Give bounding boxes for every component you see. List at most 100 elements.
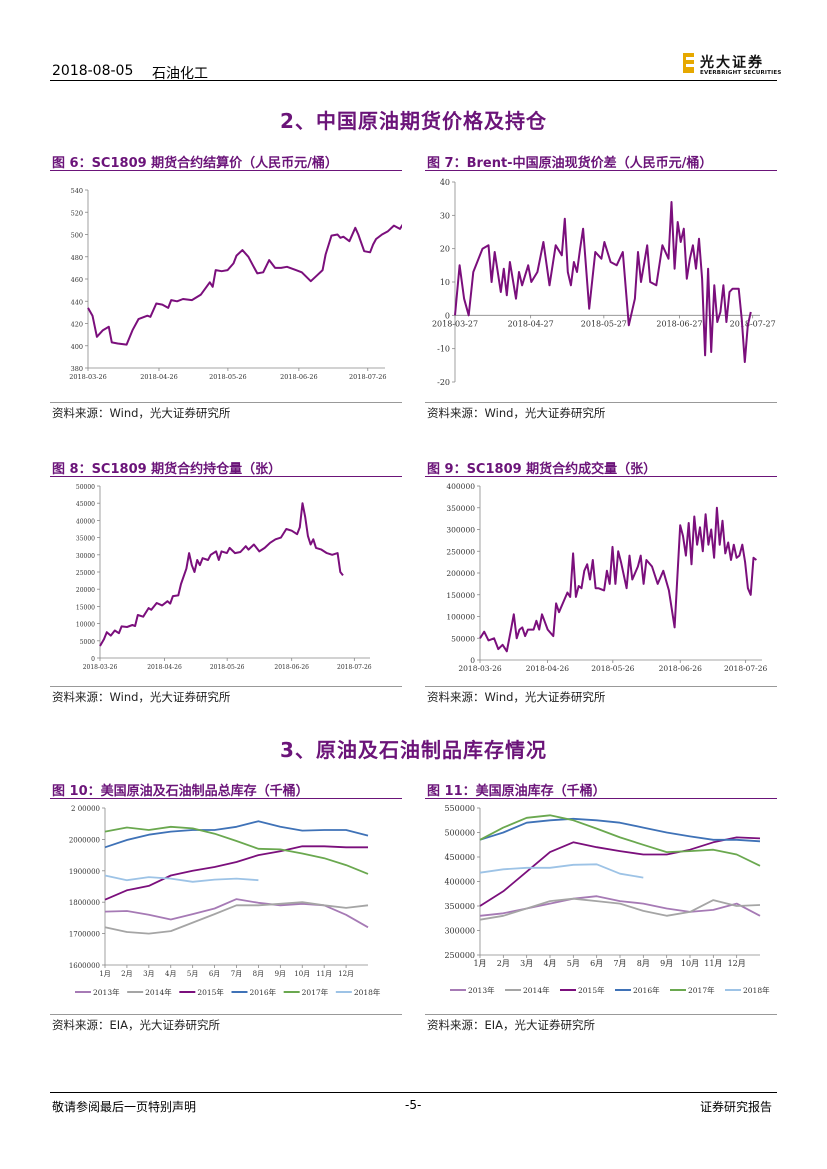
y-tick-label: 460 (71, 276, 83, 284)
x-tick-label: 3月 (143, 970, 154, 978)
x-tick-label: 2018-04-27 (508, 319, 554, 328)
x-tick-label: 2018-06-26 (659, 664, 702, 673)
y-tick-label: 2 00000 (71, 805, 100, 813)
footer-report-type: 证券研究报告 (700, 1100, 773, 1114)
x-tick-label: 12月 (728, 959, 746, 968)
x-tick-label: 2018-05-26 (591, 664, 634, 673)
y-tick-label: 400000 (444, 878, 475, 887)
report-sector: 石油化工 (152, 66, 208, 82)
figure-source-8: 资料来源：Wind，光大证券研究所 (52, 690, 231, 704)
legend-label: 2013年 (468, 985, 495, 995)
source-rule (425, 1014, 777, 1015)
y-tick-label: 20000 (76, 587, 95, 594)
chart-fig6: 380 400 420 440 460 480 500 520 540 2018-03-26 201… (69, 187, 402, 381)
x-tick-label: 2018-04-26 (140, 373, 177, 381)
x-tick-label: 11月 (704, 959, 722, 968)
y-tick-label: 400000 (446, 482, 475, 491)
x-tick-label: 6月 (590, 959, 603, 968)
y-tick-label: 50000 (76, 484, 95, 491)
y-tick-label: 350000 (444, 902, 475, 911)
figure-source-7: 资料来源：Wind，光大证券研究所 (427, 406, 606, 420)
x-tick-label: 6月 (209, 970, 220, 978)
x-tick-label: 2018-05-26 (209, 373, 246, 381)
series-line-2018年 (479, 863, 644, 879)
figure-source-6: 资料来源：Wind，光大证券研究所 (52, 406, 231, 420)
y-tick-label: 250000 (446, 547, 475, 556)
logo-text-en: EVERBRIGHT SECURITIES (700, 70, 782, 76)
source-rule (425, 686, 777, 687)
y-tick-label: 40000 (76, 518, 95, 525)
y-tick-label: 15000 (76, 604, 95, 611)
y-tick-label: 35000 (76, 536, 95, 543)
x-tick-label: 12月 (338, 970, 354, 978)
y-tick-label: 500 (71, 232, 83, 240)
x-tick-label: 10月 (294, 970, 310, 978)
legend-label: 2018年 (743, 985, 770, 995)
footer-rule (50, 1092, 777, 1093)
x-tick-label: 1月 (99, 970, 110, 978)
x-tick-label: 2018-04-26 (526, 664, 569, 673)
x-tick-label: 2018-05-27 (581, 319, 627, 328)
y-tick-label: 1600000 (69, 962, 100, 970)
x-tick-label: 2018-03-27 (432, 319, 478, 328)
y-tick-label: 1700000 (69, 931, 100, 939)
legend-label: 2013年 (93, 987, 120, 997)
series-line-2014年 (104, 901, 369, 935)
x-tick-label: 2018-06-26 (280, 373, 317, 381)
x-tick-label: 5月 (567, 959, 580, 968)
logo-mark (683, 53, 694, 73)
section-title-2: 2、中国原油期货价格及持仓 (280, 109, 547, 133)
x-tick-label: 2018-06-26 (274, 664, 309, 671)
x-tick-label: 2018-07-26 (349, 373, 386, 381)
y-tick-label: 100000 (446, 613, 475, 622)
x-tick-label: 8月 (253, 970, 264, 978)
x-tick-label: 2018-03-26 (69, 373, 106, 381)
y-tick-label: 300000 (446, 526, 475, 535)
x-tick-label: 5月 (187, 970, 198, 978)
series-line-持仓量 (99, 502, 344, 647)
legend-label: 2016年 (633, 985, 660, 995)
report-date: 2018-08-05 (52, 63, 134, 79)
x-tick-label: 2月 (121, 970, 132, 978)
figure-title-11: 图 11：美国原油库存（千桶） (427, 784, 606, 799)
series-line-2013年 (479, 895, 761, 917)
x-tick-label: 2018-04-26 (147, 664, 182, 671)
legend-label: 2015年 (197, 987, 224, 997)
figure-title-7: 图 7：Brent-中国原油现货价差（人民币元/桶） (427, 156, 713, 171)
legend-label: 2014年 (523, 985, 550, 995)
figure-source-9: 资料来源：Wind，光大证券研究所 (427, 690, 606, 704)
chart-fig8: 0 5000 10000 15000 20000 25000 30000 35000 40000… (76, 484, 372, 671)
x-tick-label: 9月 (660, 959, 673, 968)
section-title-3: 3、原油及石油制品库存情况 (280, 738, 547, 762)
y-tick-label: 30000 (76, 553, 95, 560)
y-tick-label: 0 (445, 311, 450, 320)
y-tick-label: 350000 (446, 504, 475, 513)
legend-label: 2015年 (578, 985, 605, 995)
header-rule (50, 80, 777, 81)
figure-title-rule (50, 476, 402, 477)
y-tick-label: 10 (440, 278, 450, 287)
x-tick-label: 7月 (613, 959, 626, 968)
y-tick-label: 50000 (451, 634, 475, 643)
figure-title-9: 图 9：SC1809 期货合约成交量（张） (427, 462, 657, 477)
x-tick-label: 11月 (316, 970, 332, 978)
series-line-结算价 (87, 223, 402, 346)
source-rule (50, 1014, 402, 1015)
legend-label: 2017年 (302, 987, 329, 997)
series-line-2017年 (479, 814, 761, 867)
legend-label: 2018年 (354, 987, 381, 997)
y-tick-label: 540 (71, 187, 83, 195)
x-tick-label: 2018-06-27 (656, 319, 702, 328)
figure-title-rule (50, 798, 402, 799)
y-tick-label: 250000 (444, 951, 475, 960)
chart-fig11: 250000 300000 350000 400000 450000 500000 5500… (444, 804, 770, 995)
figure-title-rule (425, 798, 777, 799)
x-tick-label: 1月 (473, 959, 486, 968)
y-tick-label: 150000 (446, 591, 475, 600)
y-tick-label: 500000 (444, 829, 475, 838)
x-tick-label: 2018-03-26 (83, 664, 118, 671)
figure-title-rule (425, 476, 777, 477)
y-tick-label: 40 (440, 178, 450, 187)
y-tick-label: 0 (91, 656, 95, 663)
y-tick-label: 2000000 (69, 836, 100, 844)
